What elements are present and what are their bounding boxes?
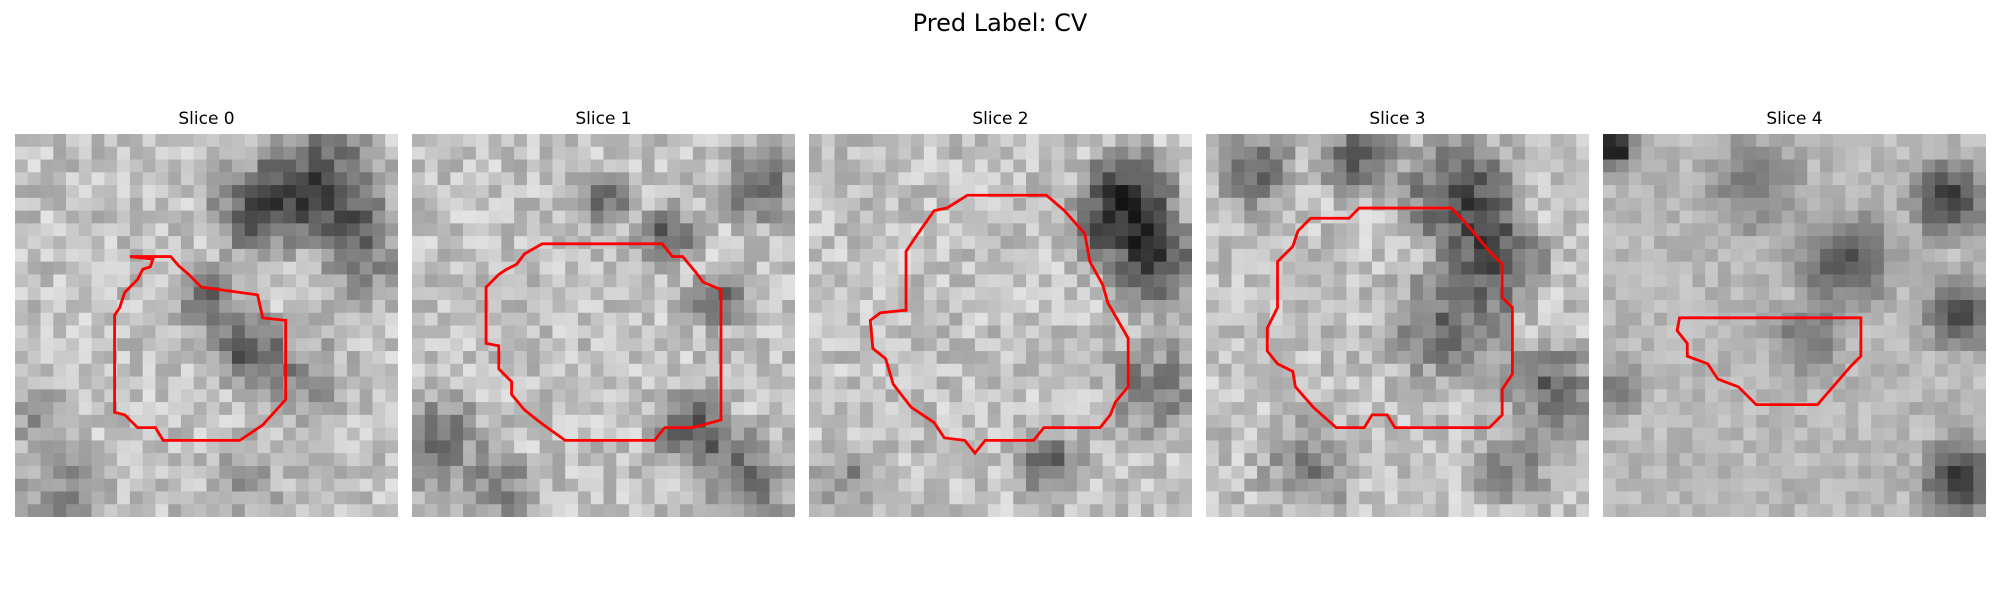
segmentation-contour: [1675, 316, 1863, 407]
slice-title: Slice 1: [575, 109, 632, 129]
segmentation-contour: [868, 193, 1130, 456]
slice-panel-1: Slice 1: [412, 108, 795, 517]
figure-title: Pred Label: CV: [912, 9, 1088, 37]
slice-image-0: [15, 134, 398, 517]
segmentation-contour: [1265, 206, 1514, 430]
slice-title: Slice 2: [972, 109, 1029, 129]
slice-panel-2: Slice 2: [809, 108, 1192, 517]
slice-panel-4: Slice 4: [1603, 108, 1986, 517]
slice-image-4: [1603, 134, 1986, 517]
segmentation-contour: [113, 255, 288, 442]
slice-title: Slice 4: [1766, 109, 1823, 129]
slice-panel-0: Slice 0: [15, 108, 398, 517]
slice-panel-3: Slice 3: [1206, 108, 1589, 517]
slice-title: Slice 3: [1369, 109, 1426, 129]
slice-image-1: [412, 134, 795, 517]
segmentation-contour: [484, 242, 723, 442]
slice-title: Slice 0: [178, 109, 235, 129]
slice-image-2: [809, 134, 1192, 517]
slice-image-3: [1206, 134, 1589, 517]
